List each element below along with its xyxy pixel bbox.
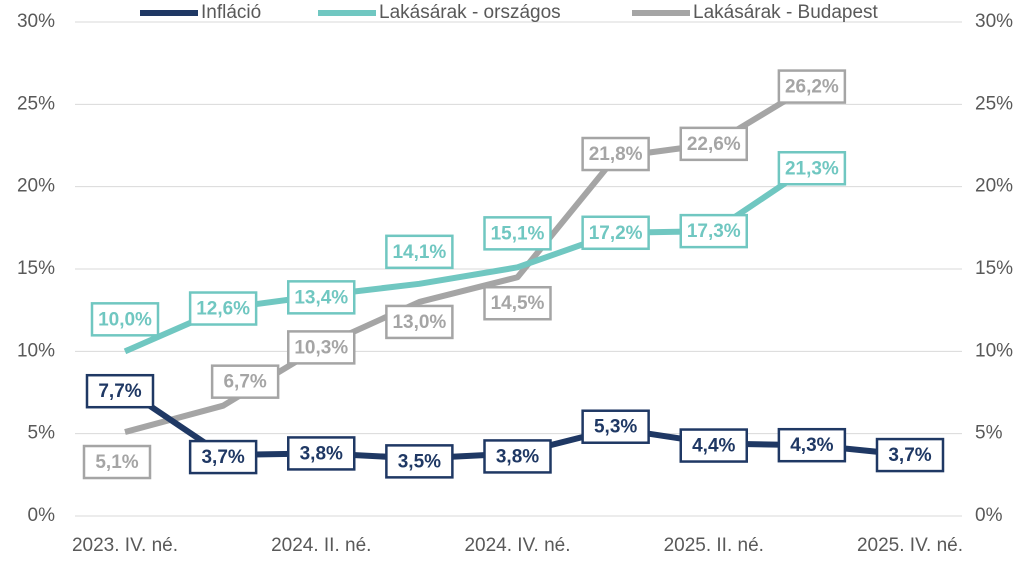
value-label: 12,6% <box>196 299 250 320</box>
y-tick-label: 20% <box>17 176 55 197</box>
value-label: 3,7% <box>888 445 931 466</box>
value-label-box <box>287 330 356 365</box>
value-label-box <box>581 136 650 172</box>
value-label-box <box>90 302 160 337</box>
value-label: 3,8% <box>300 443 343 464</box>
value-label-box <box>679 126 748 162</box>
value-label-box <box>483 216 552 251</box>
y-tick-label: 25% <box>17 93 55 114</box>
value-label-box <box>777 69 847 104</box>
value-label-box <box>385 234 454 270</box>
value-label: 17,3% <box>687 221 741 242</box>
y2-tick-label: 20% <box>975 176 1013 197</box>
x-tick-label: 2025. IV. né. <box>857 535 963 556</box>
value-label: 10,3% <box>294 337 348 358</box>
y-tick-label: 30% <box>17 11 55 32</box>
value-label: 4,4% <box>692 436 735 457</box>
value-label: 13,0% <box>392 312 446 333</box>
x-tick-label: 2023. IV. né. <box>72 535 178 556</box>
legend-label: Lakásárak - országos <box>379 2 561 23</box>
value-label: 5,1% <box>95 452 138 473</box>
value-label: 14,5% <box>491 293 545 314</box>
value-label: 4,3% <box>790 435 833 456</box>
y2-tick-label: 10% <box>975 340 1013 361</box>
value-label-box <box>679 428 748 463</box>
value-label-box <box>483 285 552 321</box>
y-tick-label: 5% <box>28 423 56 444</box>
y2-tick-label: 25% <box>975 93 1013 114</box>
value-label-box <box>287 280 356 315</box>
value-label-box <box>82 444 152 480</box>
y-tick-label: 0% <box>28 505 56 526</box>
value-label-box <box>385 444 454 479</box>
value-label-box <box>483 439 552 474</box>
x-tick-label: 2024. II. né. <box>271 535 371 556</box>
value-label-box <box>875 437 945 473</box>
y2-tick-label: 5% <box>975 423 1003 444</box>
value-label: 10,0% <box>98 309 152 330</box>
y-tick-label: 10% <box>17 340 55 361</box>
x-tick-label: 2025. II. né. <box>664 535 764 556</box>
value-label: 5,3% <box>594 417 637 438</box>
value-label: 13,4% <box>294 287 348 308</box>
x-tick-label: 2024. IV. né. <box>464 535 570 556</box>
legend-label: Lakásárak - Budapest <box>693 2 879 23</box>
value-label-box <box>85 373 155 409</box>
legend-label: Infláció <box>201 2 261 23</box>
y2-tick-label: 15% <box>975 258 1013 279</box>
value-label: 26,2% <box>785 77 839 98</box>
value-label: 21,8% <box>589 144 643 165</box>
y2-tick-label: 0% <box>975 505 1003 526</box>
value-label: 14,1% <box>392 242 446 263</box>
value-label-box <box>581 409 650 444</box>
value-label-box <box>188 291 258 326</box>
value-label: 21,3% <box>785 158 839 179</box>
value-label-box <box>188 439 258 475</box>
value-label-box <box>777 151 847 186</box>
value-label: 3,8% <box>496 446 539 467</box>
value-label: 17,2% <box>589 223 643 244</box>
value-label: 22,6% <box>687 134 741 155</box>
value-label-box <box>777 427 847 463</box>
value-label: 15,1% <box>491 223 545 244</box>
value-label: 3,7% <box>201 447 244 468</box>
value-label-box <box>385 304 454 340</box>
value-label-box <box>581 215 650 251</box>
y2-tick-label: 30% <box>975 11 1013 32</box>
value-label: 3,5% <box>398 451 441 472</box>
value-label-box <box>287 436 356 471</box>
value-label-box <box>679 213 748 249</box>
value-label-box <box>210 364 280 399</box>
y-tick-label: 15% <box>17 258 55 279</box>
value-label: 7,7% <box>98 381 141 402</box>
value-label: 6,7% <box>223 372 266 393</box>
